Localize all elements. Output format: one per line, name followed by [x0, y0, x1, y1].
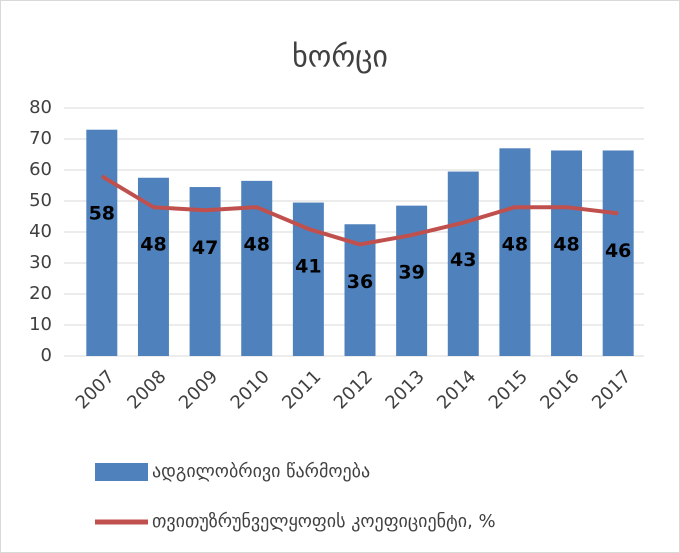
legend-label: თვითუზრუნველყოფის კოეფიციენტი, % [152, 511, 496, 532]
bar [551, 150, 583, 356]
bar [189, 187, 221, 356]
y-tick-label: 50 [29, 190, 52, 211]
data-label: 48 [244, 234, 270, 256]
bar [602, 150, 634, 356]
data-label: 48 [502, 234, 528, 256]
data-label: 46 [605, 240, 631, 262]
y-tick-label: 60 [29, 159, 52, 180]
y-tick-label: 20 [29, 283, 52, 304]
line [100, 174, 619, 247]
data-label: 43 [450, 249, 476, 271]
data-label: 41 [295, 255, 321, 277]
bar [137, 177, 169, 356]
chart-title: ხორცი [292, 40, 388, 75]
data-label: 48 [553, 234, 579, 256]
y-tick-label: 40 [29, 221, 52, 242]
bar [499, 148, 531, 356]
bar [86, 129, 118, 356]
data-label: 58 [89, 203, 115, 225]
y-tick-label: 0 [41, 345, 52, 366]
data-label: 47 [192, 237, 218, 259]
bar [447, 171, 479, 356]
y-tick-label: 80 [29, 97, 52, 118]
y-tick-label: 30 [29, 252, 52, 273]
legend-label: ადგილობრივი წარმოება [152, 461, 370, 482]
data-label: 48 [140, 234, 166, 256]
y-tick-label: 70 [29, 128, 52, 149]
legend-swatch [95, 463, 148, 481]
y-tick-label: 10 [29, 314, 52, 335]
data-label: 39 [398, 262, 424, 284]
data-label: 36 [347, 271, 373, 293]
